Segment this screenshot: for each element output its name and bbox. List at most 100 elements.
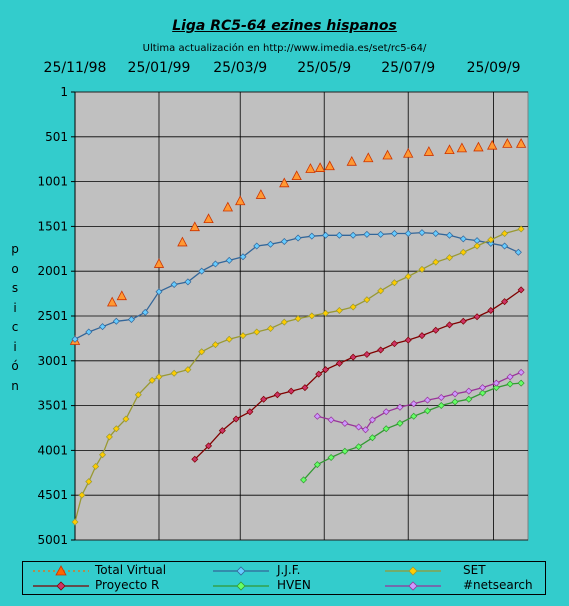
data-point-total-virtual: [515, 138, 527, 148]
data-point-jjf: [418, 229, 426, 237]
data-point-netsearch: [479, 384, 487, 392]
data-point-set: [294, 315, 302, 323]
data-point-total-virtual: [382, 149, 393, 160]
data-point-set: [390, 279, 398, 287]
data-point-total-virtual: [456, 142, 468, 153]
y-tick-label: 1501: [37, 219, 68, 233]
data-point-proyecto-r: [432, 326, 440, 334]
legend-label: Proyecto R: [95, 578, 160, 592]
data-point-netsearch: [517, 368, 525, 376]
data-point-hven: [423, 407, 431, 415]
data-point-jjf: [487, 239, 495, 247]
legend-item-hven: HVEN: [211, 578, 371, 593]
data-point-proyecto-r: [446, 321, 454, 329]
legend-label: #netsearch: [463, 578, 533, 592]
data-point-set: [105, 433, 113, 441]
data-point-netsearch: [362, 426, 370, 434]
data-point-hven: [410, 412, 418, 420]
data-point-set: [85, 478, 93, 486]
data-point-hven: [368, 434, 376, 442]
data-point-jjf: [446, 231, 454, 239]
legend-label: HVEN: [277, 578, 311, 592]
y-axis-label-letter: p: [11, 242, 19, 256]
data-point-hven: [451, 398, 459, 406]
data-point-total-virtual: [487, 139, 498, 150]
data-point-proyecto-r: [232, 415, 240, 423]
data-point-set: [134, 391, 142, 399]
data-point-set: [517, 225, 525, 233]
data-point-set: [148, 376, 156, 384]
data-point-jjf: [85, 328, 93, 336]
data-point-netsearch: [313, 412, 321, 420]
data-point-jjf: [253, 242, 261, 250]
data-point-netsearch: [492, 379, 500, 387]
data-point-jjf: [170, 281, 178, 289]
x-tick-label: 25/01/99: [128, 60, 191, 76]
data-point-total-virtual: [423, 146, 435, 156]
y-axis-label-letter: i: [13, 339, 17, 354]
y-tick-label: 3501: [37, 399, 68, 413]
data-point-total-virtual: [502, 138, 513, 148]
data-point-jjf: [280, 238, 288, 246]
data-point-hven: [492, 384, 500, 392]
data-point-proyecto-r: [487, 307, 495, 315]
data-point-jjf: [239, 253, 247, 261]
data-point-jjf: [501, 242, 509, 250]
data-point-hven: [479, 389, 487, 397]
data-point-hven: [382, 425, 390, 433]
data-point-jjf: [267, 240, 275, 248]
data-point-total-virtual: [153, 258, 165, 268]
data-point-hven: [341, 447, 349, 455]
data-point-set: [459, 248, 467, 256]
data-point-set: [473, 242, 481, 250]
data-point-netsearch: [465, 387, 473, 395]
data-point-netsearch: [368, 416, 376, 424]
x-tick-label: 25/03/9: [213, 60, 267, 76]
data-point-set: [363, 296, 371, 304]
data-point-set: [487, 236, 495, 244]
legend-marker-total-virtual: [33, 565, 89, 576]
legend-label: Total Virtual: [95, 563, 167, 577]
data-point-set: [225, 335, 233, 343]
data-point-total-virtual: [279, 177, 290, 188]
x-tick-label: 25/11/98: [44, 60, 107, 76]
data-point-proyecto-r: [273, 391, 281, 399]
data-point-total-virtual: [314, 162, 326, 172]
data-point-set: [308, 312, 316, 320]
data-point-proyecto-r: [246, 408, 254, 416]
data-point-proyecto-r: [205, 442, 213, 450]
legend-item-set: SET: [383, 563, 543, 578]
data-point-hven: [506, 380, 514, 388]
data-point-set: [404, 272, 412, 280]
data-point-set: [446, 254, 454, 262]
y-tick-label: 2501: [37, 309, 68, 323]
data-point-hven: [517, 379, 525, 387]
data-point-total-virtual: [324, 160, 335, 171]
data-point-proyecto-r: [301, 384, 309, 392]
data-point-proyecto-r: [418, 332, 426, 340]
data-point-proyecto-r: [377, 346, 385, 354]
data-point-set: [432, 258, 440, 266]
data-point-jjf: [141, 308, 149, 316]
data-point-netsearch: [355, 423, 363, 431]
data-point-set: [418, 265, 426, 273]
data-point-total-virtual: [235, 195, 246, 206]
data-point-netsearch: [341, 419, 349, 427]
data-point-proyecto-r: [322, 366, 330, 374]
data-point-proyecto-r: [335, 359, 343, 367]
y-tick-label: 4501: [37, 488, 68, 502]
data-point-total-virtual: [444, 144, 455, 155]
data-point-hven: [396, 419, 404, 427]
x-tick-label: 25/07/9: [381, 60, 435, 76]
data-point-proyecto-r: [459, 317, 467, 325]
data-point-set: [184, 366, 192, 374]
data-point-set: [377, 287, 385, 295]
data-point-set: [122, 415, 130, 423]
data-point-set: [349, 303, 357, 311]
data-point-proyecto-r: [517, 286, 525, 294]
data-point-jjf: [404, 229, 412, 237]
y-tick-label: 1: [60, 85, 68, 99]
data-point-proyecto-r: [260, 395, 268, 403]
data-point-set: [211, 341, 219, 349]
data-point-jjf: [349, 231, 357, 239]
